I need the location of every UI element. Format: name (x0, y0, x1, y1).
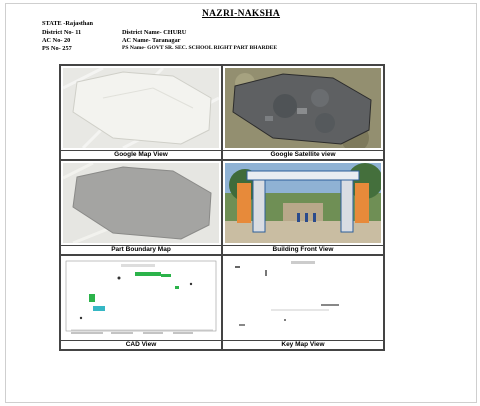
keymap-panel: Key Map View (222, 255, 384, 350)
document-page: NAZRI-NAKSHA STATE -Rajasthan District N… (5, 3, 477, 403)
satellite-image (225, 68, 381, 148)
satellite-panel: Google Satellite view (222, 65, 384, 160)
boundary-caption: Part Boundary Map (61, 245, 221, 254)
google-map-image (63, 68, 219, 148)
ac-name: AC Name- Taranagar (122, 37, 181, 44)
building-photo (225, 163, 381, 243)
building-caption: Building Front View (223, 245, 383, 254)
boundary-image (63, 163, 219, 243)
building-panel: Building Front View (222, 160, 384, 255)
keymap-drawing (225, 258, 381, 338)
cad-caption: CAD View (61, 340, 221, 349)
district-no: District No- 11 (42, 29, 82, 36)
cad-drawing (63, 258, 219, 338)
document-title: NAZRI-NAKSHA (201, 9, 281, 19)
keymap-caption: Key Map View (223, 340, 383, 349)
map-grid: Google Map View (59, 64, 385, 351)
ps-no: PS No- 257 (42, 45, 72, 52)
satellite-caption: Google Satellite view (223, 150, 383, 159)
ac-no: AC No- 20 (42, 37, 71, 44)
cad-panel: CAD View (60, 255, 222, 350)
google-map-panel: Google Map View (60, 65, 222, 160)
state-label: STATE -Rajasthan (42, 20, 94, 27)
district-name: District Name- CHURU (122, 29, 187, 36)
google-map-caption: Google Map View (61, 150, 221, 159)
boundary-panel: Part Boundary Map (60, 160, 222, 255)
ps-name: PS Name- GOVT SR. SEC. SCHOOL RIGHT PART… (122, 45, 278, 51)
